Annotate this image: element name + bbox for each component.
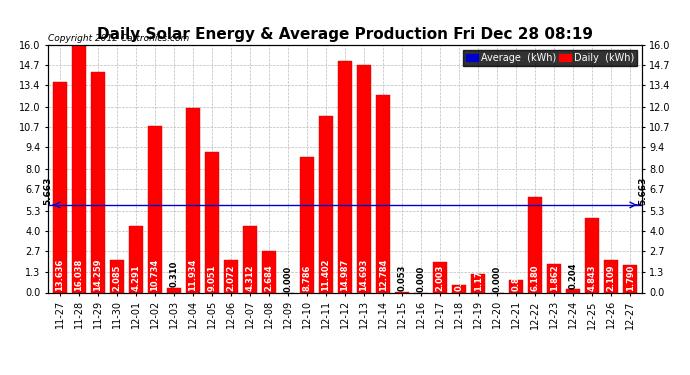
- Bar: [509, 280, 523, 292]
- Bar: [224, 261, 238, 292]
- Text: 8.786: 8.786: [302, 265, 311, 291]
- Text: 2.072: 2.072: [226, 265, 235, 291]
- Text: Copyright 2012 Cartronics.com: Copyright 2012 Cartronics.com: [48, 33, 190, 42]
- Bar: [52, 82, 67, 292]
- Bar: [243, 226, 257, 292]
- Text: 1.171: 1.171: [473, 265, 482, 291]
- Text: 4.843: 4.843: [588, 265, 597, 291]
- Bar: [205, 153, 219, 292]
- Title: Daily Solar Energy & Average Production Fri Dec 28 08:19: Daily Solar Energy & Average Production …: [97, 27, 593, 42]
- Legend: Average  (kWh), Daily  (kWh): Average (kWh), Daily (kWh): [464, 50, 637, 66]
- Text: 0.515: 0.515: [455, 265, 464, 291]
- Text: 1.790: 1.790: [626, 265, 635, 291]
- Bar: [433, 261, 447, 292]
- Text: 2.109: 2.109: [607, 265, 615, 291]
- Text: 11.402: 11.402: [322, 259, 331, 291]
- Text: 2.684: 2.684: [264, 265, 273, 291]
- Text: 11.934: 11.934: [188, 259, 197, 291]
- Text: 12.784: 12.784: [379, 259, 388, 291]
- Text: 2.085: 2.085: [112, 265, 121, 291]
- Text: 2.003: 2.003: [435, 265, 444, 291]
- Text: 0.000: 0.000: [493, 266, 502, 292]
- Bar: [319, 116, 333, 292]
- Bar: [110, 260, 124, 292]
- Bar: [128, 226, 143, 292]
- Text: 14.693: 14.693: [359, 259, 368, 291]
- Bar: [167, 288, 181, 292]
- Text: 10.734: 10.734: [150, 259, 159, 291]
- Text: 14.259: 14.259: [93, 259, 102, 291]
- Text: 0.000: 0.000: [417, 266, 426, 292]
- Bar: [72, 44, 86, 292]
- Text: 1.862: 1.862: [550, 265, 559, 291]
- Text: 4.291: 4.291: [131, 265, 140, 291]
- Bar: [547, 264, 562, 292]
- Text: 5.663: 5.663: [638, 177, 647, 205]
- Text: 0.802: 0.802: [512, 265, 521, 291]
- Bar: [604, 260, 618, 292]
- Bar: [148, 126, 162, 292]
- Bar: [90, 72, 105, 292]
- Bar: [376, 95, 390, 292]
- Text: 6.180: 6.180: [531, 265, 540, 291]
- Text: 4.312: 4.312: [246, 265, 255, 291]
- Text: 5.663: 5.663: [43, 177, 52, 205]
- Text: 0.204: 0.204: [569, 262, 578, 289]
- Text: 16.038: 16.038: [75, 259, 83, 291]
- Text: 13.636: 13.636: [55, 259, 64, 291]
- Bar: [585, 217, 600, 292]
- Text: 9.051: 9.051: [208, 265, 217, 291]
- Bar: [186, 108, 200, 292]
- Bar: [471, 274, 485, 292]
- Bar: [262, 251, 276, 292]
- Text: 0.000: 0.000: [284, 266, 293, 292]
- Bar: [623, 265, 638, 292]
- Bar: [300, 157, 314, 292]
- Bar: [338, 61, 352, 292]
- Bar: [528, 197, 542, 292]
- Bar: [357, 65, 371, 292]
- Bar: [566, 290, 580, 292]
- Text: 14.987: 14.987: [340, 259, 350, 291]
- Text: 0.053: 0.053: [397, 264, 406, 291]
- Text: 0.310: 0.310: [169, 261, 178, 287]
- Bar: [452, 285, 466, 292]
